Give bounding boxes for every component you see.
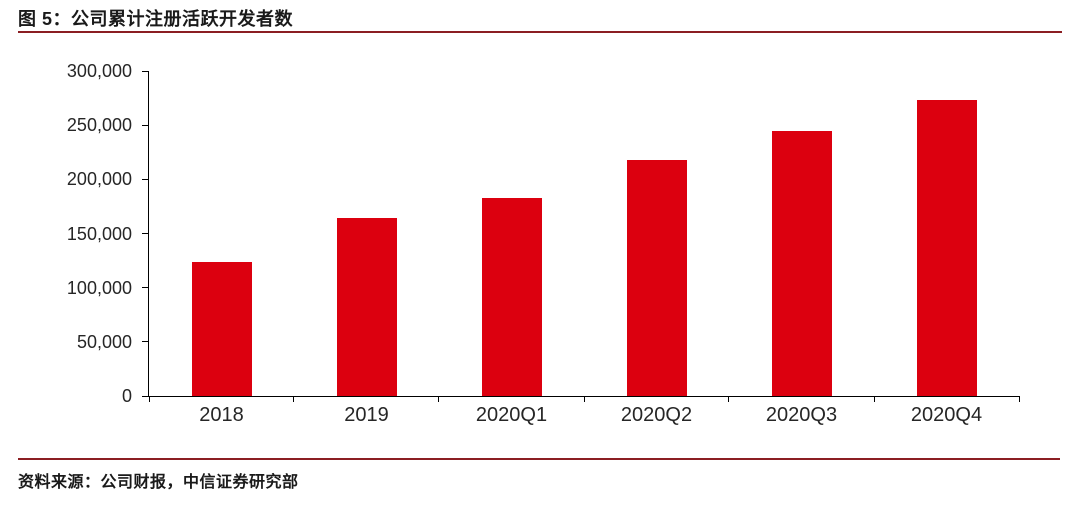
x-axis-label-2020Q3: 2020Q3 (765, 404, 838, 426)
y-axis-tick-label: 250,000 (66, 115, 132, 136)
x-axis-tick (148, 396, 150, 402)
bar-slot-2020Q4: 2020Q4 (874, 71, 1019, 426)
x-axis-tick (1018, 396, 1020, 402)
bar-slot-2020Q2: 2020Q2 (584, 71, 729, 426)
bar-2020Q1 (481, 197, 542, 396)
y-axis-labels: 0 50,000 100,000 150,000 200,000 250,000 300,0… (0, 61, 132, 406)
bar-slot-2020Q3: 2020Q3 (729, 71, 874, 426)
y-axis-tick (142, 178, 149, 180)
x-axis-tick (873, 396, 875, 402)
figure-title: 图 5：公司累计注册活跃开发者数 (18, 9, 294, 29)
x-axis-tick (583, 396, 585, 402)
bar-2020Q4 (916, 100, 977, 396)
bar-2018 (191, 261, 252, 396)
bar-2019 (336, 218, 397, 396)
footer-rule (18, 458, 1060, 460)
source-note: 资料来源：公司财报，中信证券研究部 (18, 474, 299, 491)
bar-2020Q2 (626, 159, 687, 396)
y-axis-tick-label: 150,000 (66, 223, 132, 244)
x-axis-label-2020Q4: 2020Q4 (910, 404, 983, 426)
y-axis-tick (142, 395, 149, 397)
bar-chart: 2018 2019 2020Q1 2020Q2 2020Q3 2020Q4 (142, 70, 1020, 426)
y-axis-tick (142, 341, 149, 343)
x-axis-label-2020Q2: 2020Q2 (620, 404, 693, 426)
y-axis-tick-label: 100,000 (66, 277, 132, 298)
bar-slots: 2018 2019 2020Q1 2020Q2 2020Q3 2020Q4 (149, 71, 1019, 426)
y-axis-tick-label: 200,000 (66, 169, 132, 190)
y-axis-tick-label: 300,000 (66, 61, 132, 81)
x-axis-label-2018: 2018 (199, 404, 244, 426)
bar-slot-2018: 2018 (149, 71, 294, 426)
x-axis-label-2020Q1: 2020Q1 (475, 404, 548, 426)
x-axis-label-2019: 2019 (344, 404, 389, 426)
y-axis-tick (142, 287, 149, 289)
y-axis-tick-label: 0 (121, 386, 132, 406)
y-axis-tick (142, 70, 149, 72)
y-axis-tick (142, 124, 149, 126)
bar-2020Q3 (771, 130, 832, 396)
y-axis-tick-label: 50,000 (76, 331, 132, 352)
bar-slot-2019: 2019 (294, 71, 439, 426)
x-axis-tick (438, 396, 440, 402)
x-axis-tick (293, 396, 295, 402)
title-rule (18, 31, 1062, 33)
x-axis-tick (728, 396, 730, 402)
bar-slot-2020Q1: 2020Q1 (439, 71, 584, 426)
y-axis-tick (142, 233, 149, 234)
